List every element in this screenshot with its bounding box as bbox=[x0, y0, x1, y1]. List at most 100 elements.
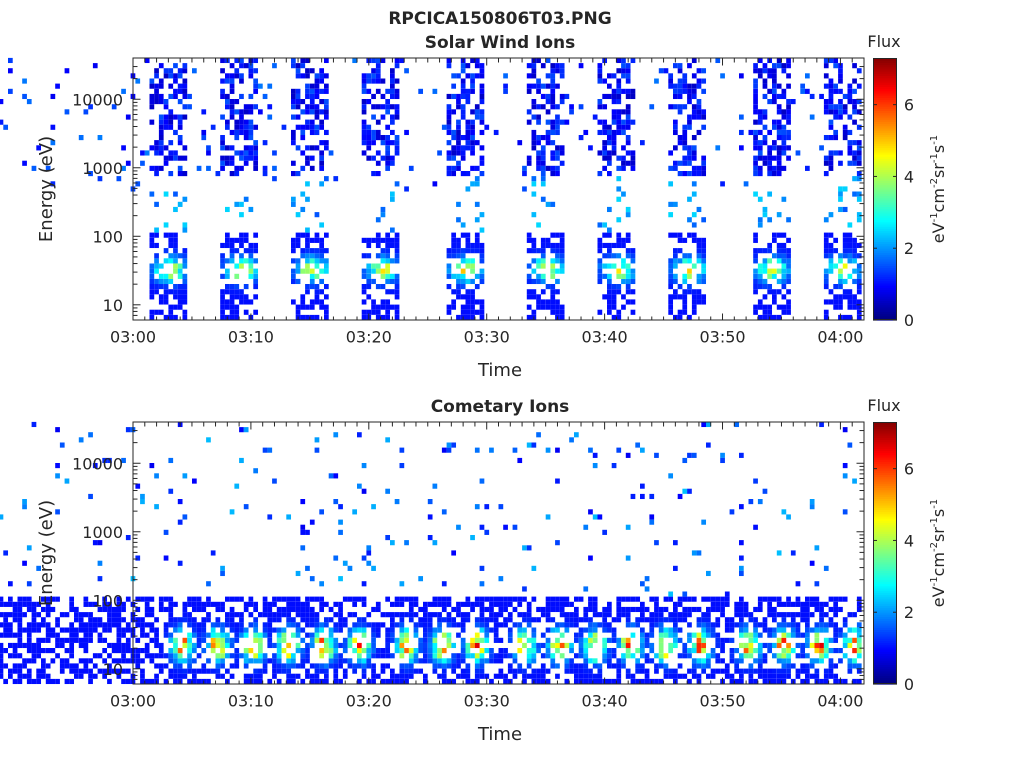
heatmap-cell bbox=[687, 284, 692, 290]
heatmap-cell bbox=[616, 289, 622, 295]
heatmap-cell bbox=[220, 155, 225, 161]
heatmap-cell bbox=[833, 104, 839, 110]
heatmap-cell bbox=[253, 160, 259, 166]
heatmap-cell bbox=[753, 191, 758, 197]
heatmap-cell bbox=[776, 232, 782, 238]
heatmap-cell bbox=[361, 119, 367, 125]
heatmap-cell bbox=[390, 237, 395, 243]
heatmap-cell bbox=[64, 109, 70, 115]
heatmap-cell bbox=[385, 253, 391, 259]
colorbar-segment bbox=[873, 136, 897, 140]
heatmap-cell bbox=[225, 304, 230, 310]
heatmap-cell bbox=[177, 155, 183, 161]
heatmap-cell bbox=[856, 124, 862, 130]
heatmap-cell bbox=[243, 237, 249, 243]
heatmap-cell bbox=[456, 253, 461, 259]
heatmap-cell bbox=[394, 248, 400, 254]
heatmap-cell bbox=[456, 140, 461, 146]
heatmap-cell bbox=[295, 93, 301, 100]
heatmap-cell bbox=[550, 140, 556, 146]
heatmap-cell bbox=[540, 176, 546, 182]
heatmap-cell bbox=[168, 237, 174, 243]
heatmap-cell bbox=[375, 78, 381, 84]
heatmap-cell bbox=[149, 237, 155, 243]
y-tick-label: 10000 bbox=[72, 90, 123, 109]
heatmap-cell bbox=[163, 299, 169, 305]
heatmap-cell bbox=[555, 242, 560, 249]
heatmap-cell bbox=[762, 294, 768, 300]
heatmap-cell bbox=[592, 114, 598, 120]
heatmap-cell bbox=[536, 160, 541, 166]
heatmap-cell bbox=[597, 248, 603, 254]
heatmap-cell bbox=[451, 273, 457, 279]
heatmap-cell bbox=[253, 88, 259, 94]
heatmap-cell bbox=[460, 171, 466, 177]
heatmap-cell bbox=[531, 140, 537, 146]
heatmap-cell bbox=[173, 284, 178, 290]
heatmap-cell bbox=[550, 201, 556, 207]
heatmap-cell bbox=[540, 278, 546, 285]
heatmap-cell bbox=[470, 289, 475, 295]
heatmap-cell bbox=[701, 155, 707, 161]
heatmap-cell bbox=[243, 248, 249, 254]
heatmap-cell bbox=[682, 155, 688, 161]
heatmap-cell bbox=[390, 104, 395, 110]
heatmap-cell bbox=[390, 83, 395, 89]
heatmap-cell bbox=[757, 222, 763, 228]
heatmap-cell bbox=[776, 155, 782, 161]
heatmap-cell bbox=[309, 165, 315, 171]
heatmap-cell bbox=[852, 304, 857, 310]
heatmap-cell bbox=[833, 114, 839, 120]
heatmap-cell bbox=[394, 63, 400, 69]
x-tick-label: 03:20 bbox=[346, 328, 392, 347]
heatmap-cell bbox=[852, 160, 857, 166]
heatmap-cell bbox=[621, 155, 626, 161]
heatmap-cell bbox=[305, 181, 310, 187]
heatmap-cell bbox=[154, 232, 159, 238]
heatmap-cell bbox=[856, 160, 862, 166]
heatmap-cell bbox=[607, 284, 612, 290]
heatmap-cell bbox=[531, 181, 537, 187]
heatmap-cell bbox=[366, 135, 372, 141]
heatmap-cell bbox=[842, 263, 848, 269]
heatmap-cell bbox=[314, 263, 320, 269]
heatmap-cell bbox=[828, 99, 834, 105]
heatmap-cell bbox=[673, 201, 678, 207]
heatmap-cell bbox=[371, 78, 376, 84]
heatmap-cell bbox=[776, 63, 782, 69]
heatmap-cell bbox=[682, 140, 688, 146]
heatmap-cell bbox=[465, 263, 471, 269]
heatmap-cell bbox=[380, 212, 386, 218]
heatmap-cell bbox=[673, 88, 678, 94]
heatmap-cell bbox=[701, 278, 707, 285]
heatmap-cell bbox=[838, 273, 843, 279]
heatmap-cell bbox=[602, 222, 608, 228]
heatmap-cell bbox=[366, 294, 372, 300]
heatmap-cell bbox=[602, 129, 608, 136]
heatmap-cell bbox=[625, 232, 631, 238]
heatmap-cell bbox=[291, 237, 296, 243]
heatmap-cell bbox=[776, 289, 782, 295]
heatmap-cell bbox=[526, 294, 532, 300]
heatmap-cell bbox=[621, 160, 626, 166]
heatmap-cell bbox=[682, 258, 688, 264]
heatmap-cell bbox=[555, 119, 560, 125]
heatmap-cell bbox=[668, 165, 674, 171]
heatmap-cell bbox=[852, 242, 857, 249]
heatmap-cell bbox=[154, 73, 159, 79]
heatmap-cell bbox=[163, 284, 169, 290]
heatmap-cell bbox=[625, 93, 631, 100]
heatmap-cell bbox=[540, 242, 546, 249]
heatmap-cell bbox=[739, 129, 744, 136]
heatmap-cell bbox=[380, 155, 386, 161]
heatmap-cell bbox=[305, 263, 310, 269]
heatmap-cell bbox=[607, 304, 612, 310]
colorbar-segment bbox=[873, 160, 897, 164]
heatmap-cell bbox=[781, 284, 787, 290]
heatmap-cell bbox=[366, 73, 372, 79]
panel1-colorbar-unit: eV-1cm-2sr-1s-1 bbox=[929, 135, 948, 243]
heatmap-cell bbox=[479, 258, 485, 264]
colorbar-segment bbox=[873, 258, 897, 262]
heatmap-cell bbox=[243, 150, 249, 156]
heatmap-cell bbox=[375, 284, 381, 290]
